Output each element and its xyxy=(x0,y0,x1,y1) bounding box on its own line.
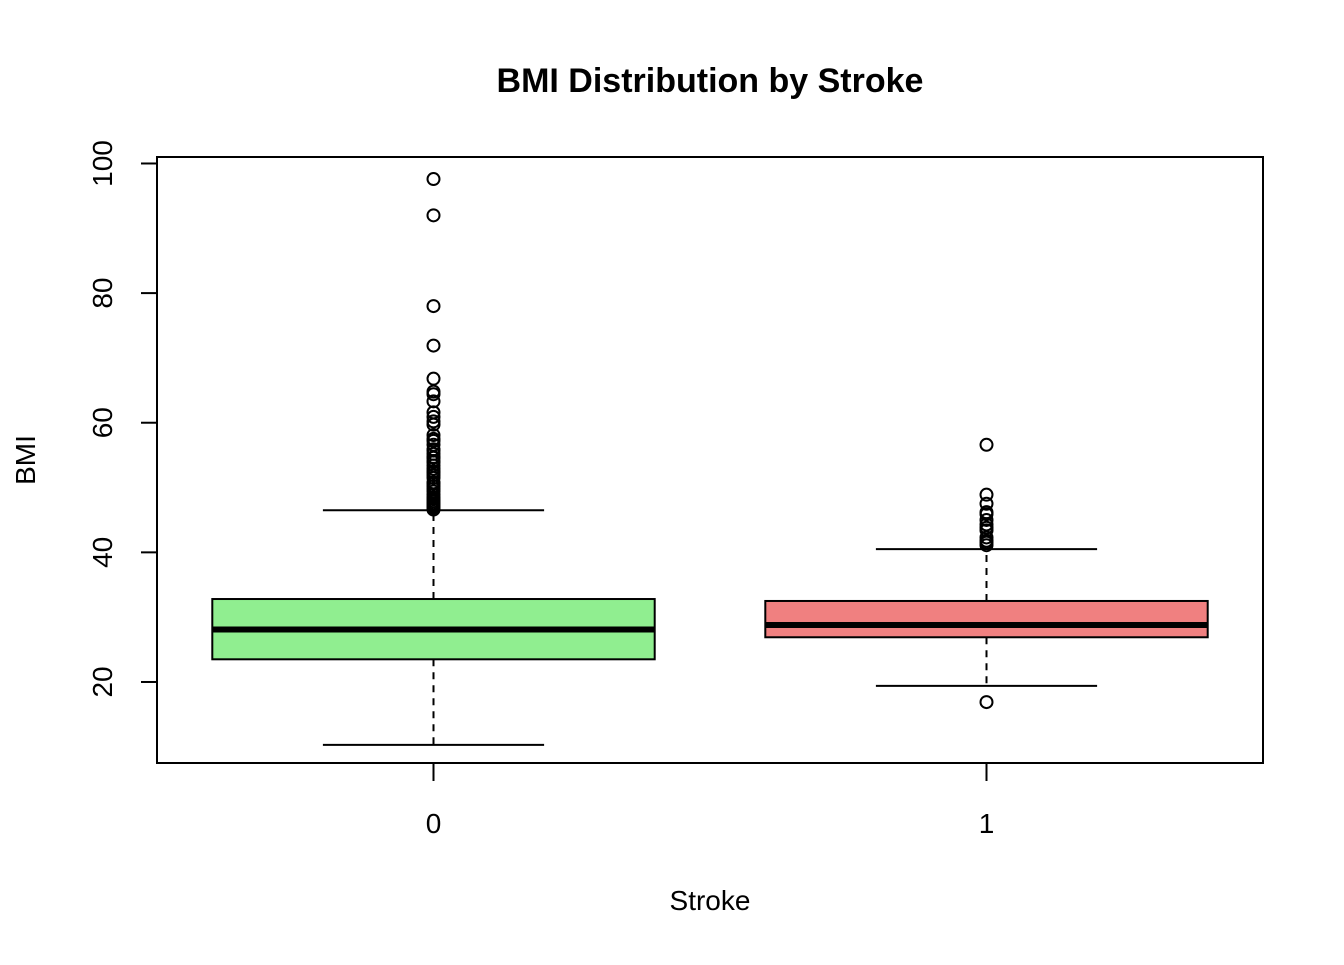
chart-title: BMI Distribution by Stroke xyxy=(497,62,924,100)
box-group-1 xyxy=(764,437,1209,710)
x-tick-label: 1 xyxy=(979,808,995,839)
box-series xyxy=(211,172,1209,746)
outlier-point xyxy=(426,299,441,314)
outlier-point xyxy=(979,538,994,553)
outlier-point xyxy=(426,338,441,353)
outlier-point xyxy=(426,417,441,432)
y-tick-label: 40 xyxy=(87,537,118,568)
outlier-point xyxy=(426,428,441,443)
box-group-0 xyxy=(211,172,656,746)
iqr-box xyxy=(764,599,1209,639)
outlier-point xyxy=(979,496,994,511)
outlier-point xyxy=(979,437,994,452)
outlier-point xyxy=(426,502,441,517)
outlier-point xyxy=(979,507,994,522)
y-tick-label: 80 xyxy=(87,278,118,309)
y-tick-label: 60 xyxy=(87,407,118,438)
y-tick-label: 100 xyxy=(87,140,118,187)
outlier-point xyxy=(426,409,441,424)
outlier-point xyxy=(426,387,441,402)
outlier-point xyxy=(426,208,441,223)
y-tick-label: 20 xyxy=(87,666,118,697)
y-axis: 20 40 60 80 100 xyxy=(87,140,158,698)
outlier-point xyxy=(979,512,994,527)
plot-frame xyxy=(156,156,1264,764)
x-tick-label: 0 xyxy=(426,808,442,839)
outlier-point xyxy=(979,695,994,710)
outlier-point xyxy=(426,371,441,386)
y-axis-label: BMI xyxy=(10,435,41,485)
outlier-point xyxy=(979,487,994,502)
outlier-point xyxy=(426,172,441,187)
x-axis-label: Stroke xyxy=(670,885,751,916)
